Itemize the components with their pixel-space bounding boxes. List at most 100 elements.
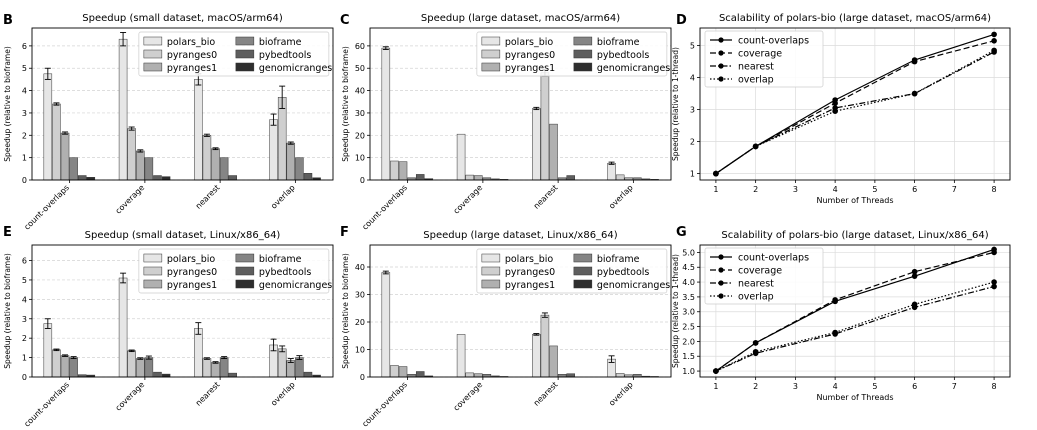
legend-label: bioframe <box>597 37 640 48</box>
bar <box>277 348 287 378</box>
legend-swatch <box>573 62 593 72</box>
y-axis-label: Speedup (relative to bioframe) <box>3 46 12 162</box>
y-tick-label: 5 <box>22 276 27 285</box>
legend-label: bioframe <box>259 37 302 48</box>
legend-label: pyranges0 <box>167 50 217 61</box>
y-axis-label: Speedup (relative to 1-thread) <box>671 47 680 161</box>
bar <box>136 150 145 181</box>
x-tick-label: count-overlaps <box>22 183 71 232</box>
bar <box>465 372 474 378</box>
bar <box>127 128 136 181</box>
y-tick-label: 5 <box>690 42 695 51</box>
bar <box>194 79 203 181</box>
bar <box>77 175 87 181</box>
legend-swatch <box>481 62 501 72</box>
legend-label: pyranges0 <box>505 50 555 61</box>
legend-marker <box>718 76 724 82</box>
bar <box>202 135 212 181</box>
panel-g: G Scalability of polars-bio (large datase… <box>671 225 1011 402</box>
x-tick-label: overlap <box>607 183 635 211</box>
y-axis-label: Speedup (relative to bioframe) <box>341 46 350 162</box>
y-tick-label: 30 <box>355 109 365 118</box>
bar <box>127 350 136 378</box>
bar <box>398 366 408 378</box>
legend-swatch <box>573 49 593 59</box>
bar <box>69 157 78 181</box>
x-tick-label: 1 <box>713 185 718 194</box>
legend-label: pyranges1 <box>167 280 217 291</box>
legend-label: genomicranges <box>597 63 670 74</box>
legend-swatch <box>235 266 255 276</box>
bar <box>211 362 220 378</box>
panel-label: F <box>340 225 349 240</box>
x-tick-label: nearest <box>194 380 222 408</box>
legend-swatch <box>143 253 163 263</box>
legend-marker <box>718 280 724 286</box>
legend-label: pyranges1 <box>167 63 217 74</box>
bar <box>415 371 425 378</box>
data-point <box>991 279 997 285</box>
legend-label: pybedtools <box>597 50 650 61</box>
bar <box>415 174 425 181</box>
bar <box>219 157 229 181</box>
legend-label: bioframe <box>259 254 302 265</box>
legend-box <box>476 31 668 77</box>
legend-label: polars_bio <box>167 37 216 48</box>
legend-swatch <box>235 279 255 289</box>
legend-swatch <box>481 253 501 263</box>
x-tick-label: overlap <box>269 380 297 408</box>
legend-label: count-overlaps <box>738 36 809 47</box>
x-tick-label: 3 <box>793 185 798 194</box>
x-tick-label: 2 <box>753 382 758 391</box>
data-point <box>752 143 759 150</box>
panel-f: F Speedup (large dataset, Linux/x86_64) 0 1… <box>340 225 672 429</box>
legend-label: pybedtools <box>259 267 312 278</box>
legend-swatch <box>143 49 163 59</box>
legend-label: coverage <box>738 266 782 277</box>
y-tick-label: 5.0 <box>682 248 695 257</box>
y-tick-label: 3.5 <box>682 293 695 302</box>
data-point <box>832 297 838 303</box>
y-tick-label: 1 <box>22 154 27 163</box>
x-tick-label: overlap <box>607 380 635 408</box>
x-tick-label: 4 <box>833 382 838 391</box>
legend-label: count-overlaps <box>738 253 809 264</box>
x-tick-label: coverage <box>114 380 147 413</box>
bar <box>566 373 575 378</box>
x-tick-label: 2 <box>753 185 758 194</box>
y-tick-label: 20 <box>355 131 365 140</box>
bar <box>211 148 220 181</box>
y-tick-label: 3 <box>22 109 27 118</box>
data-point <box>752 340 759 346</box>
y-axis-label: Speedup (relative to 1-thread) <box>671 254 680 368</box>
bar <box>295 157 304 181</box>
x-tick-label: nearest <box>194 183 222 211</box>
panel-e: E Speedup (small dataset, Linux/x86_64) 0 1… <box>3 225 334 429</box>
x-tick-label: count-overlaps <box>360 183 409 232</box>
bar <box>566 175 575 181</box>
y-tick-label: 4.5 <box>682 263 695 272</box>
bar <box>549 123 558 181</box>
y-tick-label: 6 <box>22 257 27 266</box>
data-point <box>991 249 997 256</box>
bar <box>381 272 391 378</box>
legend-label: nearest <box>738 62 774 73</box>
bar <box>390 160 399 181</box>
chart-title: Speedup (large dataset, macOS/arm64) <box>421 13 620 24</box>
x-tick-label: 3 <box>793 382 798 391</box>
y-tick-label: 2 <box>22 131 27 140</box>
y-tick-label: 2 <box>22 334 27 343</box>
plot-frame <box>699 27 1011 181</box>
y-tick-label: 4 <box>22 295 27 304</box>
legend-swatch <box>143 279 163 289</box>
y-tick-label: 3 <box>22 315 27 324</box>
x-axis-label: Number of Threads <box>816 196 893 205</box>
legend-label: pyranges1 <box>505 63 555 74</box>
legend-label: bioframe <box>597 254 640 265</box>
bar <box>52 103 61 181</box>
legend-swatch <box>235 62 255 72</box>
bar <box>390 365 399 378</box>
chart-title: Scalability of polars-bio (large dataset… <box>719 13 991 24</box>
legend-label: genomicranges <box>259 280 332 291</box>
chart-title: Speedup (small dataset, macOS/arm64) <box>82 13 283 24</box>
